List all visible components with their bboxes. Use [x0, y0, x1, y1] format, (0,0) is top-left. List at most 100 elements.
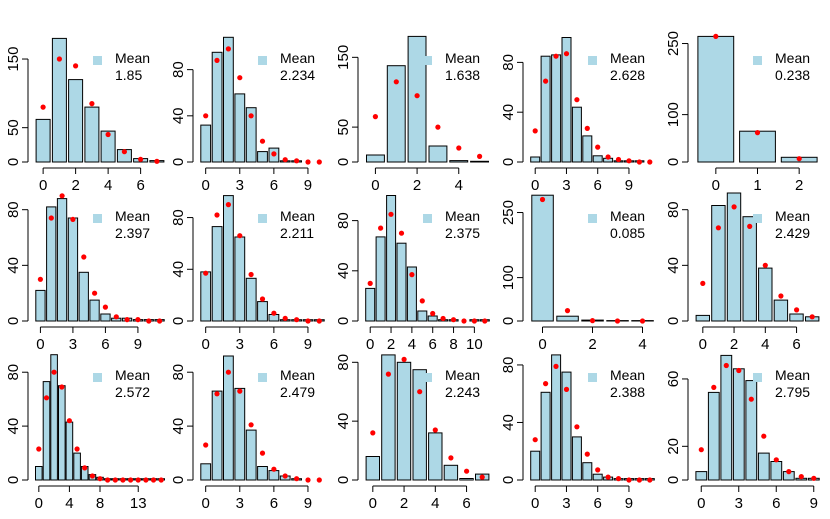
- expected-point-8: [615, 476, 622, 482]
- expected-point-7: [605, 154, 611, 160]
- bar-2: [551, 354, 562, 481]
- legend-title: Mean: [610, 50, 645, 66]
- bar-5: [73, 452, 81, 481]
- expected-point-5: [778, 293, 784, 299]
- bar-5: [470, 160, 490, 163]
- y-tick-label: 0: [335, 158, 352, 166]
- expected-point-9: [811, 475, 817, 481]
- expected-point-4: [105, 131, 111, 138]
- x-tick-label: 0: [531, 177, 539, 194]
- y-tick-label: 80: [170, 61, 187, 78]
- expected-point-8: [97, 476, 103, 482]
- x-tick-label: 8: [449, 336, 457, 353]
- bar-4: [428, 432, 443, 481]
- expected-point-0: [203, 442, 209, 448]
- expected-point-0: [203, 113, 209, 119]
- x-tick-label: 2: [588, 336, 596, 353]
- expected-point-1: [543, 78, 549, 84]
- legend-swatch: [423, 373, 432, 382]
- y-tick-label: 80: [335, 212, 352, 229]
- expected-point-2: [225, 202, 231, 208]
- legend-mean-value: 2.397: [115, 225, 150, 241]
- expected-point-1: [715, 225, 722, 231]
- bar-4: [449, 160, 469, 163]
- x-tick-label: 6: [101, 336, 109, 353]
- expected-point-1: [48, 215, 54, 221]
- expected-point-4: [66, 418, 72, 424]
- expected-point-11: [120, 477, 126, 483]
- expected-point-1: [393, 79, 399, 85]
- legend-title: Mean: [115, 50, 150, 66]
- expected-point-7: [440, 315, 446, 322]
- bar-2: [396, 361, 412, 481]
- expected-point-4: [574, 424, 580, 430]
- expected-point-8: [798, 474, 804, 480]
- x-tick-label: 3: [236, 177, 244, 194]
- expected-point-2: [225, 46, 231, 52]
- bar-1: [540, 55, 551, 163]
- x-tick-label: 6: [594, 495, 602, 512]
- bar-0: [531, 194, 554, 322]
- expected-point-2: [388, 211, 394, 217]
- expected-point-2: [553, 53, 559, 59]
- expected-point-2: [225, 369, 231, 375]
- expected-point-1: [214, 391, 220, 397]
- legend-mean-value: 2.243: [445, 384, 480, 400]
- expected-point-2: [796, 156, 802, 162]
- legend-swatch: [93, 373, 102, 382]
- x-tick-label: 6: [594, 177, 602, 194]
- y-tick-label: 0: [335, 317, 352, 325]
- y-tick-label: 0: [5, 317, 22, 325]
- expected-point-5: [259, 296, 266, 302]
- expected-point-7: [154, 158, 160, 164]
- bar-0: [365, 456, 381, 481]
- x-tick-label: 6: [136, 177, 144, 194]
- y-tick-label: 0: [665, 158, 682, 166]
- bar-5: [257, 466, 268, 481]
- y-tick-label: 40: [665, 257, 682, 274]
- legend-title: Mean: [115, 208, 150, 224]
- x-tick-label: 4: [761, 336, 769, 353]
- expected-point-16: [158, 477, 164, 483]
- expected-point-3: [747, 223, 753, 229]
- bar-0: [365, 287, 376, 322]
- bar-2: [386, 195, 397, 322]
- expected-point-6: [271, 466, 277, 472]
- bar-0: [366, 154, 385, 163]
- expected-point-3: [736, 367, 742, 374]
- legend-mean-value: 2.388: [610, 384, 645, 400]
- x-tick-label: 0: [366, 336, 374, 353]
- expected-point-3: [435, 124, 441, 130]
- bar-0: [35, 466, 43, 481]
- x-tick-label: 0: [36, 336, 44, 353]
- expected-point-1: [754, 130, 761, 136]
- bar-3: [58, 385, 66, 481]
- expected-point-4: [748, 396, 754, 402]
- bar-0: [695, 314, 710, 322]
- legend-swatch: [753, 214, 762, 223]
- x-tick-label: 0: [202, 177, 210, 194]
- expected-point-8: [294, 317, 300, 323]
- expected-point-1: [378, 225, 384, 231]
- expected-point-3: [59, 384, 65, 390]
- bar-5: [417, 310, 428, 322]
- expected-point-0: [203, 270, 209, 276]
- expected-point-8: [615, 156, 622, 163]
- x-tick-label: 3: [69, 336, 77, 353]
- expected-point-7: [282, 157, 288, 163]
- x-tick-label: 6: [270, 336, 278, 353]
- x-tick-label: 9: [625, 495, 633, 512]
- legend-mean-value: 2.572: [115, 384, 150, 400]
- bar-2: [68, 79, 84, 163]
- expected-point-14: [143, 477, 149, 483]
- bar-5: [582, 462, 593, 481]
- x-tick-label: 9: [134, 336, 142, 353]
- expected-point-4: [432, 427, 438, 433]
- y-tick-label: 250: [500, 200, 517, 225]
- y-tick-label: 0: [5, 476, 22, 484]
- expected-point-10: [471, 318, 477, 324]
